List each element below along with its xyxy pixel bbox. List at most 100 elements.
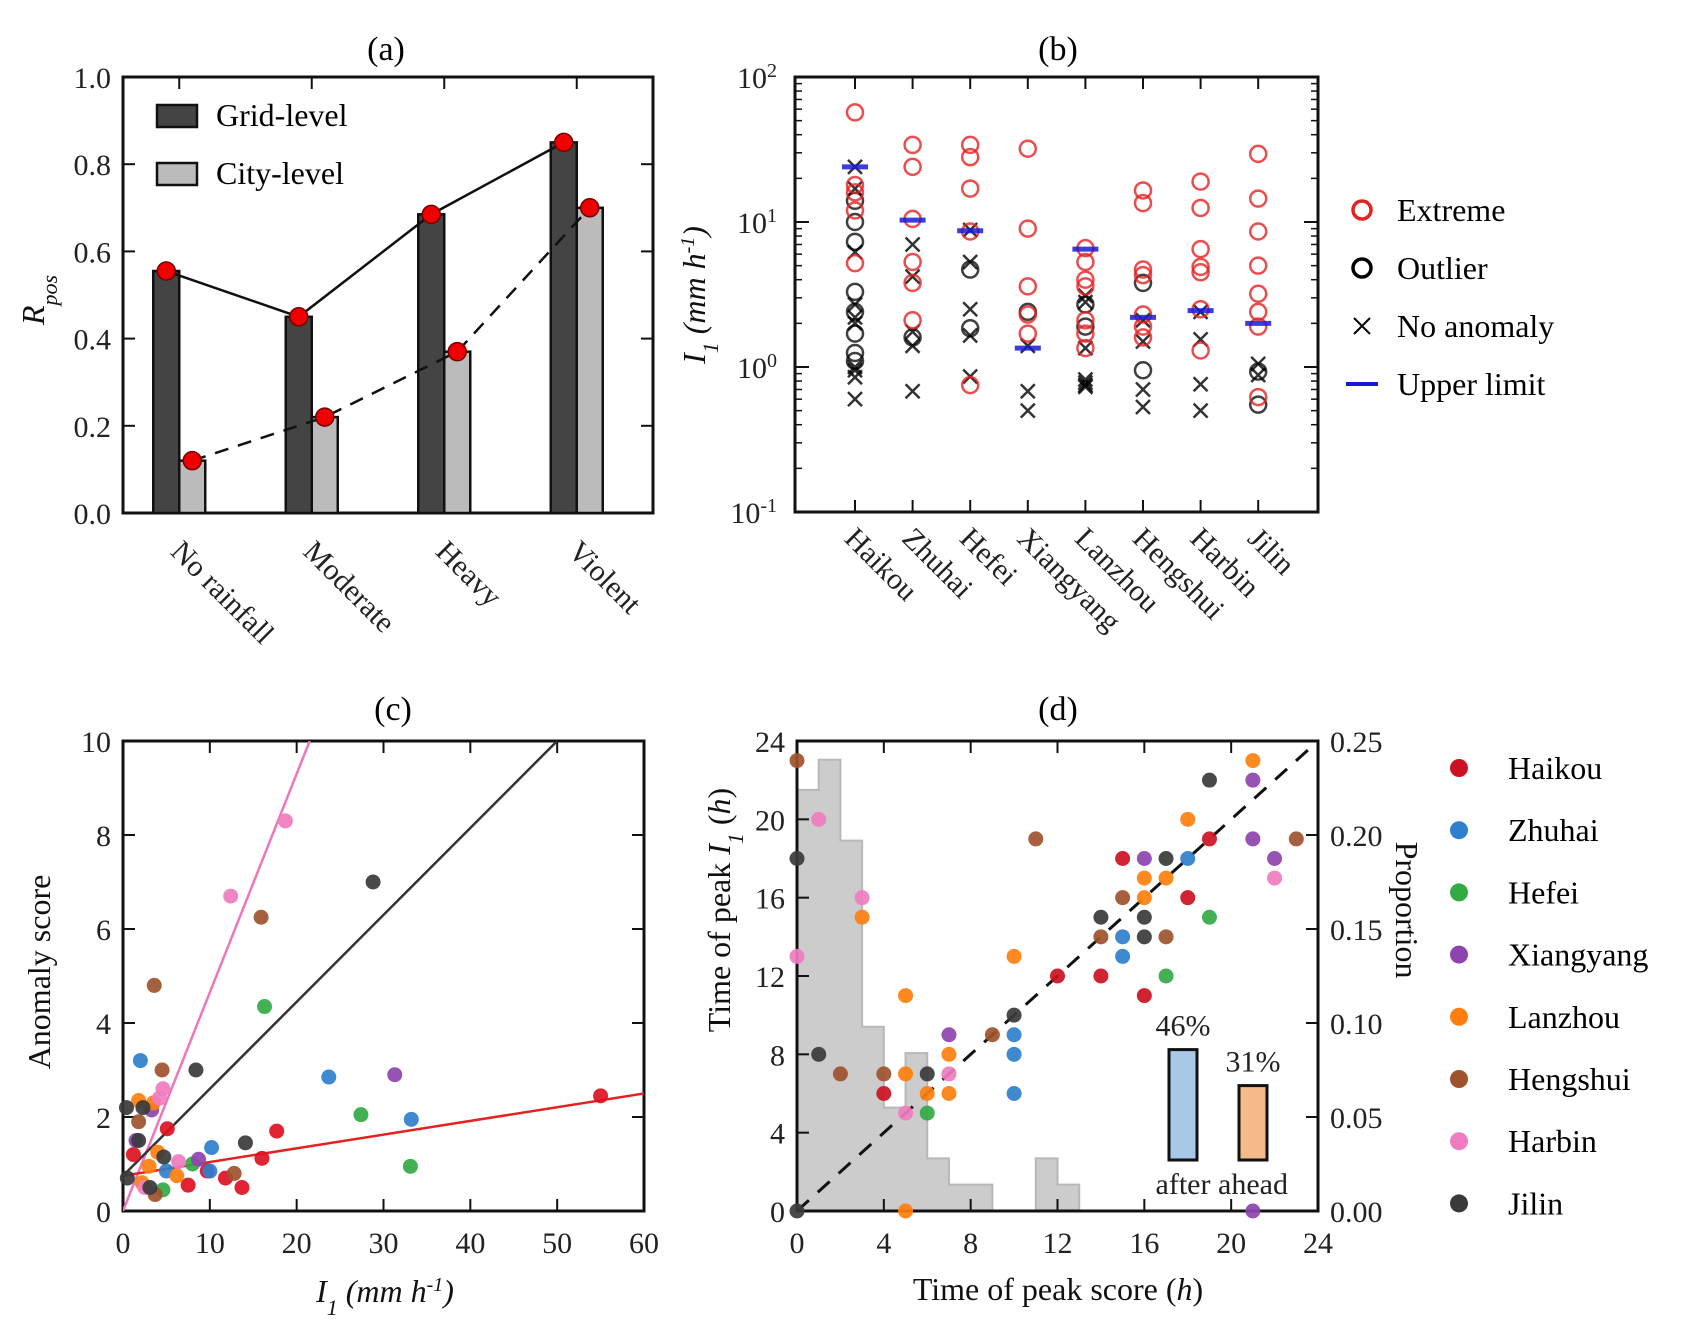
- point-zhuhai: [1180, 851, 1196, 866]
- point-xiangyang: [191, 1151, 207, 1167]
- bar-grid-level: [417, 213, 446, 515]
- point-jilin: [1136, 929, 1152, 945]
- no-anomaly-marker: [1250, 367, 1267, 383]
- x-tick-label: 10: [195, 1227, 225, 1260]
- no-anomaly-marker: [1077, 374, 1094, 391]
- point-zhuhai: [1115, 929, 1131, 945]
- point-lanzhou: [1245, 753, 1261, 769]
- extreme-marker: [903, 273, 922, 293]
- point-jilin: [1093, 909, 1109, 925]
- y-tick-label: 0.8: [74, 149, 112, 182]
- no-anomaly-marker: [1135, 399, 1151, 415]
- y-tick-label: 4: [96, 1008, 111, 1041]
- outlier-marker: [1248, 362, 1268, 381]
- extreme-marker: [1248, 144, 1268, 164]
- legend-marker-hefei: [1450, 883, 1468, 902]
- y-tick-label: 1.0: [74, 62, 112, 95]
- point-jilin: [156, 1149, 172, 1165]
- inset-bar-value: 46%: [1156, 1010, 1211, 1043]
- outlier-marker: [845, 351, 865, 371]
- extreme-marker: [1076, 270, 1095, 289]
- extreme-marker: [1133, 181, 1153, 200]
- legend-marker-haikou: [1450, 759, 1468, 777]
- point-lanzhou: [1136, 870, 1152, 886]
- x-tick-label: 60: [629, 1227, 659, 1260]
- extreme-marker: [845, 103, 865, 122]
- point-zhuhai: [204, 1140, 220, 1156]
- point-harbin: [171, 1154, 187, 1170]
- point-hengshui: [1158, 929, 1174, 945]
- extreme-marker: [1248, 256, 1268, 275]
- extreme-marker: [1248, 302, 1268, 322]
- point-harbin: [854, 890, 870, 906]
- no-anomaly-marker: [962, 301, 979, 318]
- point-jilin: [188, 1062, 204, 1078]
- data-marker: [315, 407, 335, 427]
- data-marker: [554, 132, 574, 153]
- panel-c-ylabel: Anomaly score: [21, 875, 57, 1070]
- y2-tick-label: 0.05: [1330, 1102, 1383, 1135]
- point-jilin: [1136, 909, 1152, 925]
- point-haikou: [159, 1121, 175, 1137]
- point-xiangyang: [1245, 772, 1261, 788]
- panel-b-frame: [793, 75, 1320, 514]
- extreme-marker: [903, 157, 922, 177]
- legend-label: Grid-level: [216, 97, 348, 133]
- point-haikou: [593, 1088, 609, 1104]
- data-marker: [289, 307, 309, 327]
- extreme-marker: [1248, 222, 1268, 241]
- x-tick-label: 50: [542, 1227, 572, 1260]
- panel-b: (b) 10-1100101102HaikouZhuhaiHefeiXiangy…: [676, 31, 1554, 638]
- legend-marker-xiangyang: [1450, 945, 1468, 964]
- point-haikou: [1115, 851, 1131, 866]
- point-hefei: [1158, 968, 1174, 984]
- point-zhuhai: [132, 1053, 148, 1069]
- data-marker: [580, 198, 600, 218]
- y-tick-label: 10: [81, 726, 111, 759]
- point-jilin: [365, 874, 381, 890]
- extreme-marker: [960, 135, 980, 155]
- y-tick-label: 8: [96, 820, 111, 853]
- extreme-marker: [1133, 305, 1153, 324]
- extreme-marker: [1076, 277, 1095, 296]
- point-jilin: [118, 1100, 134, 1116]
- panel-c: (c) 0 10 20 30 40 50 60 0 2 4 6 8 10 Anomaly score I…: [21, 691, 659, 1320]
- point-hengshui: [1093, 929, 1109, 945]
- legend-marker-zhuhai: [1450, 821, 1468, 840]
- y2-tick-label: 0.15: [1330, 914, 1383, 947]
- panel-d-title: (d): [1038, 691, 1078, 728]
- point-jilin: [789, 851, 805, 866]
- point-hengshui: [832, 1066, 848, 1082]
- point-lanzhou: [1158, 870, 1174, 886]
- point-jilin: [1201, 772, 1217, 788]
- extreme-marker: [1018, 277, 1038, 296]
- point-zhuhai: [403, 1111, 419, 1127]
- extreme-marker: [903, 135, 922, 155]
- point-hengshui: [253, 909, 269, 925]
- outlier-marker: [960, 260, 980, 279]
- x-tick-label: 8: [963, 1227, 978, 1260]
- x-tick-label: 16: [1129, 1227, 1159, 1260]
- point-haikou: [180, 1177, 196, 1193]
- point-lanzhou: [1136, 890, 1152, 906]
- legend-label: Harbin: [1508, 1123, 1597, 1159]
- x-tick-label: 0: [790, 1227, 805, 1260]
- y-tick-label: 16: [755, 883, 785, 916]
- panel-a: (a) 0.0 0.2 0.4 0.6 0.8 1.0 No rainfall Moderat…: [15, 31, 655, 650]
- panel-c-frame: [121, 739, 646, 1213]
- extreme-marker: [1076, 324, 1095, 343]
- point-harbin: [223, 888, 239, 904]
- outlier-marker: [845, 232, 865, 252]
- extreme-marker: [903, 311, 922, 330]
- fit-line-haikou: [123, 1092, 644, 1177]
- legend-label: Lanzhou: [1508, 999, 1620, 1035]
- inset-bar-ahead: [1237, 1084, 1269, 1162]
- panel-a-title: (a): [367, 31, 405, 68]
- point-hengshui: [154, 1062, 170, 1078]
- legend-label: No anomaly: [1397, 308, 1554, 344]
- no-anomaly-marker: [1192, 376, 1209, 393]
- bar-city-level: [310, 415, 339, 515]
- y-tick-label: 4: [770, 1118, 785, 1151]
- point-zhuhai: [1115, 948, 1131, 964]
- extreme-marker: [845, 201, 865, 220]
